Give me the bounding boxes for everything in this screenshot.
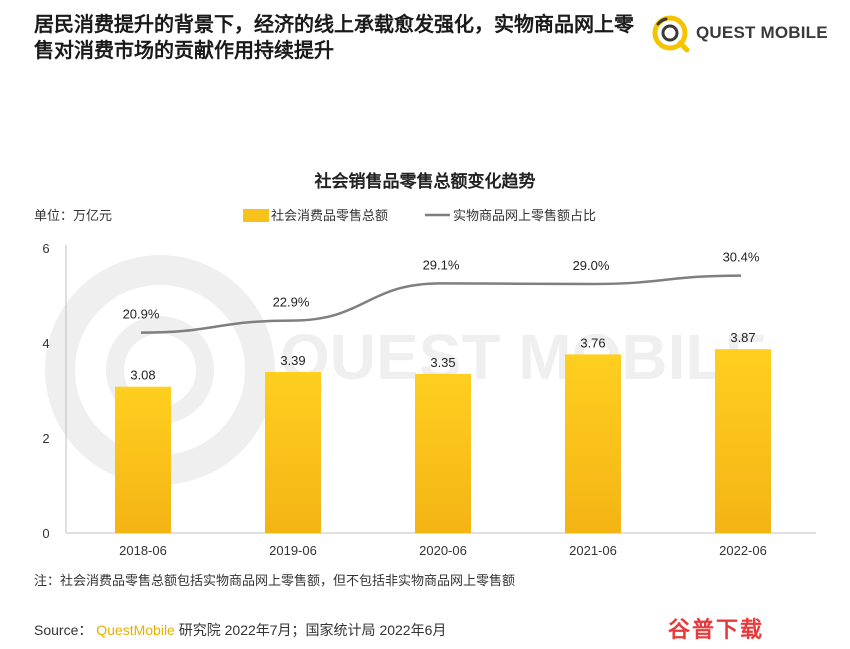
download-stamp: 谷普下载 xyxy=(668,618,765,643)
source-rest: 研究院 2022年7月；国家统计局 2022年6月 xyxy=(178,622,447,638)
source-prefix: Source： xyxy=(34,622,93,638)
bar-value-label: 3.08 xyxy=(130,368,155,383)
x-tick-label: 2018-06 xyxy=(119,543,167,558)
headline: 居民消费提升的背景下，经济的线上承载愈发强化，实物商品网上零售对消费市场的贡献作… xyxy=(34,14,634,62)
source: Source： QuestMobile 研究院 2022年7月；国家统计局 20… xyxy=(34,620,446,640)
x-tick-label: 2020-06 xyxy=(419,543,467,558)
line-series: 20.9% 22.9% 29.1% 29.0% 30.4% xyxy=(123,250,760,334)
share-line xyxy=(140,274,742,334)
quest-mobile-logo-icon xyxy=(652,15,690,53)
line-value-label: 30.4% xyxy=(723,250,760,265)
bars: 3.08 3.39 3.35 3.76 3.87 xyxy=(115,330,771,533)
quest-mobile-logo: QUEST MOBILE xyxy=(650,13,828,53)
y-tick-label: 0 xyxy=(42,526,49,541)
legend-bar-label: 社会消费品零售总额 xyxy=(271,208,388,223)
line-value-label: 22.9% xyxy=(273,295,310,310)
bar-value-label: 3.39 xyxy=(280,353,305,368)
ticks: 2018-06 2019-06 2020-06 2021-06 2022-06 0 2 4 6 xyxy=(42,241,766,558)
unit-label: 单位：万亿元 xyxy=(34,208,112,223)
logo-text: QUEST MOBILE xyxy=(696,23,828,42)
bar-2019-06 xyxy=(265,371,321,533)
legend-bar-swatch xyxy=(243,209,269,222)
chart-title: 社会销售品零售总额变化趋势 xyxy=(314,171,536,191)
legend: 社会消费品零售总额 实物商品网上零售额占比 xyxy=(243,208,596,223)
line-value-label: 29.0% xyxy=(573,258,610,273)
bar-2022-06 xyxy=(715,349,771,533)
line-value-label: 29.1% xyxy=(423,257,460,272)
y-tick-label: 2 xyxy=(42,431,49,446)
bar-2021-06 xyxy=(565,354,621,533)
bar-2018-06 xyxy=(115,386,171,533)
bar-2020-06 xyxy=(415,373,471,533)
legend-line-label: 实物商品网上零售额占比 xyxy=(453,208,596,223)
chart: 社会销售品零售总额变化趋势 单位：万亿元 社会消费品零售总额 实物商品网上零售额… xyxy=(34,171,816,558)
x-tick-label: 2021-06 xyxy=(569,543,617,558)
y-tick-label: 4 xyxy=(42,336,49,351)
y-tick-label: 6 xyxy=(42,241,49,256)
bar-value-label: 3.87 xyxy=(730,330,755,345)
source-brand: QuestMobile xyxy=(96,622,175,638)
x-tick-label: 2019-06 xyxy=(269,543,317,558)
bar-value-label: 3.35 xyxy=(430,355,455,370)
x-tick-label: 2022-06 xyxy=(719,543,767,558)
line-value-label: 20.9% xyxy=(123,307,160,322)
bar-value-label: 3.76 xyxy=(580,335,605,350)
footnote: 注：社会消费品零售总额包括实物商品网上零售额，但不包括非实物商品网上零售额 xyxy=(34,573,516,588)
